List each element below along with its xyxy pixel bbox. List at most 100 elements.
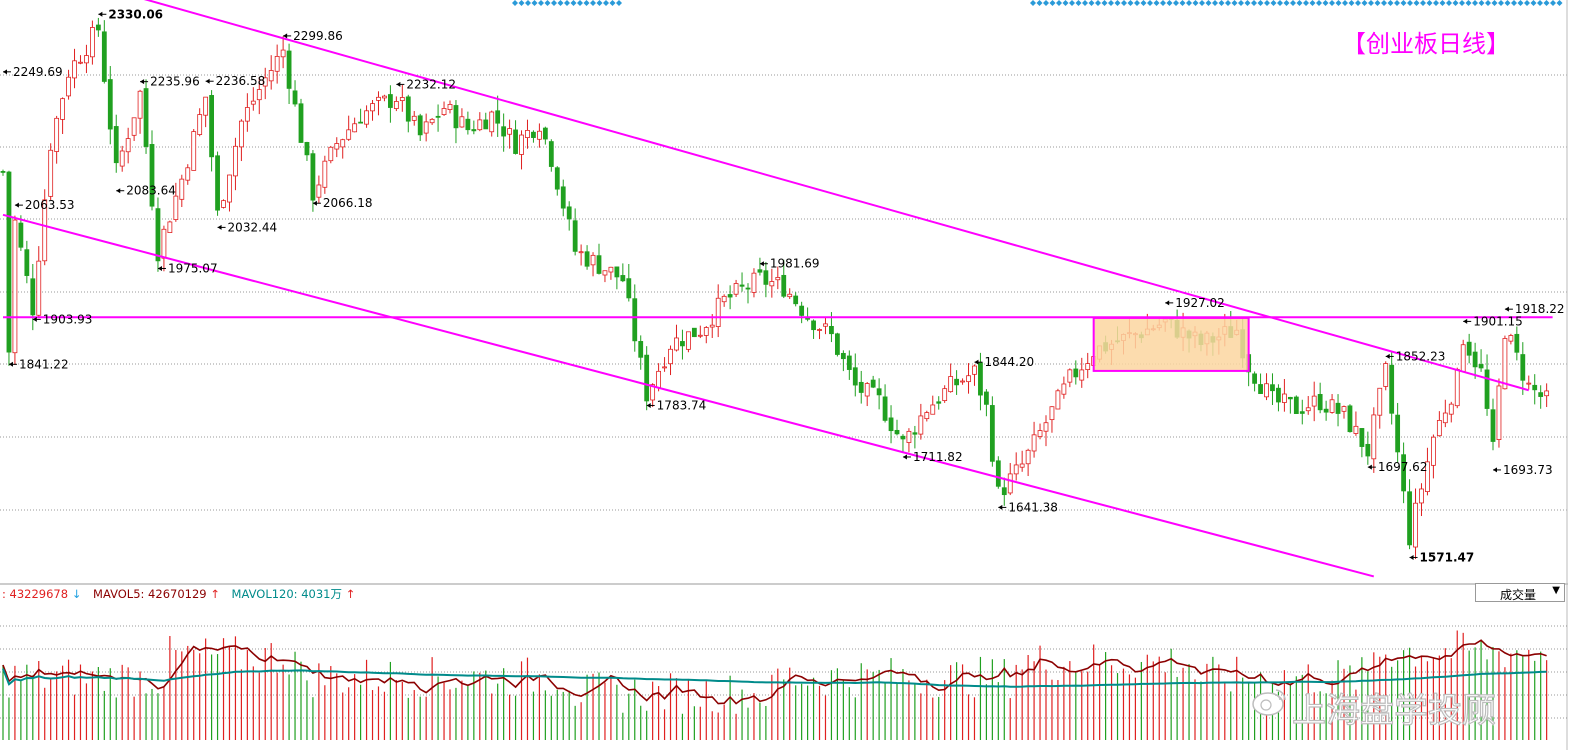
annotation-arrowhead [902, 454, 907, 460]
candle-body [852, 367, 858, 386]
candle-body [1442, 412, 1448, 424]
toolbar-marker [518, 0, 525, 6]
candle-body [483, 119, 489, 130]
candle-body [936, 401, 942, 404]
candle-body [346, 129, 352, 140]
candle-body [1299, 411, 1305, 414]
candle-body [703, 327, 709, 336]
volume-indicator-label: 成交量 [1500, 588, 1537, 602]
candle-body [1401, 454, 1406, 492]
candle-body [352, 123, 358, 133]
toolbar-marker [1127, 0, 1134, 6]
candle-body [221, 200, 226, 208]
annotation-label: 1852.23 [1396, 349, 1446, 363]
toolbar-marker [1524, 0, 1530, 6]
volume-indicator-select[interactable]: 成交量 ▼ [1475, 583, 1565, 602]
toolbar-marker [1550, 0, 1556, 6]
consolidation-box [1092, 316, 1250, 372]
candle-body [90, 27, 95, 58]
candle-body [95, 24, 101, 31]
toolbar-marker [1153, 0, 1160, 6]
candle-body [584, 251, 590, 267]
candle-body [185, 167, 191, 181]
vol-value: : 43229678 [2, 587, 68, 601]
candle-body [125, 138, 131, 153]
toolbar-marker [570, 0, 577, 6]
annotation-arrowhead [32, 316, 37, 322]
candle-body [745, 287, 751, 290]
toolbar-marker [525, 0, 531, 6]
annotation-arrowhead [974, 359, 979, 365]
candle-body [697, 334, 703, 337]
trendline [143, 0, 1530, 392]
candle-body [894, 429, 900, 435]
toolbar-marker [1160, 0, 1166, 6]
candle-body [1085, 363, 1091, 371]
candle-body [668, 348, 673, 365]
annotation-label: 1981.69 [770, 257, 820, 271]
candle-body [1460, 344, 1466, 372]
candle-body [1013, 464, 1019, 475]
candle-body [167, 221, 173, 233]
toolbar-marker [609, 0, 616, 6]
candle-body [137, 90, 143, 119]
toolbar-marker [577, 0, 583, 6]
candle-body [340, 139, 346, 148]
candle-body [775, 277, 781, 281]
candle-body [1341, 406, 1347, 412]
annotation-label: 2066.18 [323, 196, 373, 210]
candle-body [1049, 406, 1055, 421]
candle-body [215, 155, 220, 211]
trend-lines [2, 0, 1553, 578]
annotation-label: 2032.44 [228, 220, 278, 234]
candle-body [1544, 390, 1550, 397]
candle-body [835, 333, 840, 355]
annotation-arrowhead [1165, 300, 1170, 306]
candle-body [376, 96, 381, 101]
annotation-arrowhead [1385, 353, 1390, 359]
candle-body [1347, 405, 1353, 433]
candle-body [203, 96, 209, 116]
candle-body [119, 150, 125, 167]
candle-body [918, 415, 924, 435]
toolbar-marker [1381, 0, 1387, 6]
candle-body [608, 266, 614, 273]
annotation-label: 2249.69 [13, 65, 63, 79]
mavol5-label: MAVOL5: 42670129 [93, 587, 207, 601]
toolbar-marker [1088, 0, 1095, 6]
toolbar-marker [1407, 0, 1413, 6]
toolbar-marker [1121, 0, 1127, 6]
toolbar-marker [1556, 0, 1563, 6]
candle-body [906, 430, 912, 443]
candle-body [1025, 449, 1031, 465]
mavol120-arrow: ↑ [346, 587, 356, 601]
candle-body [978, 362, 983, 396]
candle-body [101, 31, 107, 82]
toolbar-marker [603, 0, 609, 6]
candle-body [1258, 384, 1263, 394]
candle-body [435, 115, 441, 118]
annotation-arrowhead [1409, 554, 1414, 560]
candle-body [12, 219, 18, 354]
candle-body [405, 96, 411, 122]
toolbar-marker [551, 0, 557, 6]
candle-body [1490, 409, 1496, 442]
toolbar-marker [1511, 0, 1517, 6]
annotation-arrowhead [1463, 318, 1468, 324]
candle-body [358, 121, 364, 124]
toolbar-marker [1030, 0, 1036, 6]
toolbar-marker [590, 0, 596, 6]
candle-body [227, 174, 232, 203]
candle-body [197, 114, 203, 135]
candle-body [1031, 434, 1037, 452]
volume-legend: : 43229678 ↓ MAVOL5: 42670129 ↑ MAVOL120… [2, 587, 355, 601]
candle-body [78, 61, 83, 64]
candle-body [155, 208, 161, 262]
toolbar-marker [1244, 0, 1251, 6]
candle-body [1454, 368, 1460, 407]
toolbar-marker [1069, 0, 1075, 6]
annotation-arrowhead [998, 504, 1003, 510]
candle-body [417, 115, 423, 136]
candle-body [531, 131, 536, 138]
candle-body [382, 95, 387, 99]
